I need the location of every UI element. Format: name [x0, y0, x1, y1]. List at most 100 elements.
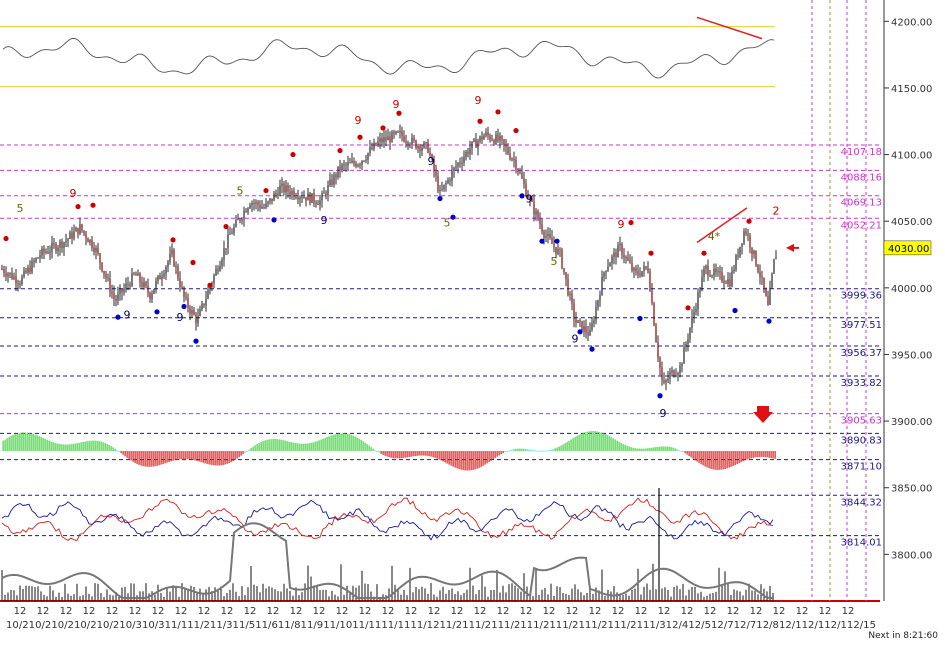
histogram-bar [690, 451, 692, 458]
histogram-bar [120, 451, 122, 454]
down-arrow-icon [753, 406, 773, 423]
candle-body [77, 227, 79, 235]
signal-dot [513, 127, 519, 134]
candle-body [557, 248, 559, 254]
histogram-bar [740, 451, 742, 463]
histogram-bar [692, 451, 694, 459]
time-tick-label: 12 [175, 606, 188, 617]
histogram-bar [114, 448, 116, 451]
histogram-bar [612, 438, 614, 451]
histogram-bar [668, 446, 670, 451]
candle-body [651, 290, 653, 304]
histogram-bar [100, 441, 102, 451]
histogram-bar [204, 451, 206, 464]
candle-body [281, 183, 283, 186]
histogram-bar [460, 451, 462, 470]
candle-body [425, 142, 427, 144]
candle-body [187, 297, 189, 308]
time-tick-label: 12 [14, 606, 27, 617]
candle-body [127, 283, 129, 285]
candle-body [407, 142, 409, 145]
candle-body [571, 293, 573, 304]
candle-body [291, 190, 293, 195]
axis-tick-label: 4200.00 [891, 17, 932, 28]
histogram-bar [754, 451, 756, 458]
candle-body [501, 136, 503, 140]
histogram-bar [312, 442, 314, 451]
histogram-bar [508, 450, 510, 452]
histogram-bar [78, 442, 80, 451]
candle-body [397, 131, 399, 133]
candle-body [391, 132, 393, 143]
histogram-bar [224, 451, 226, 465]
candle-body [341, 164, 343, 170]
candle-body [617, 245, 619, 258]
candle-body [537, 211, 539, 220]
candle-body [771, 273, 773, 288]
histogram-bar [512, 449, 514, 451]
histogram-bar [528, 449, 530, 451]
histogram-bar [614, 439, 616, 451]
histogram-bar [280, 439, 282, 451]
histogram-bar [656, 446, 658, 451]
histogram-bar [36, 435, 38, 451]
candle-body [463, 156, 465, 163]
histogram-bar [704, 451, 706, 467]
candle-body [147, 285, 149, 293]
histogram-bar [620, 442, 622, 451]
histogram-bar [654, 447, 656, 451]
histogram-bar [130, 451, 132, 461]
histogram-bar [744, 451, 746, 461]
histogram-bar [680, 450, 682, 452]
histogram-bar [554, 448, 556, 451]
time-tick-label: 12 [290, 606, 303, 617]
histogram-bar [302, 443, 304, 451]
histogram-bar [644, 448, 646, 451]
histogram-bar [310, 442, 312, 451]
histogram-bar [350, 434, 352, 451]
histogram-bar [286, 441, 288, 451]
histogram-bar [288, 441, 290, 451]
histogram-bar [582, 433, 584, 451]
histogram-bar [378, 451, 380, 453]
candle-body [259, 205, 261, 209]
candle-body [363, 160, 365, 162]
candle-body [255, 202, 257, 204]
candle-body [155, 281, 157, 290]
level-label: 4069.13 [841, 198, 882, 209]
candle-body [675, 375, 677, 377]
candle-body [661, 367, 663, 381]
histogram-bar [394, 451, 396, 459]
histogram-bar [556, 447, 558, 451]
histogram-bar [54, 442, 56, 451]
candle-body [299, 197, 301, 200]
histogram-bar [768, 451, 770, 458]
histogram-bar [772, 451, 774, 459]
histogram-bar [424, 451, 426, 456]
histogram-bar [422, 451, 424, 456]
histogram-bar [374, 450, 376, 452]
setup-count-mark: 9 [393, 98, 400, 111]
candle-body [293, 190, 295, 197]
signal-dot [115, 314, 121, 320]
histogram-bar [314, 441, 316, 451]
histogram-bar [138, 451, 140, 465]
histogram-bar [532, 449, 534, 451]
candle-body [367, 153, 369, 160]
histogram-bar [212, 451, 214, 466]
candle-body [721, 272, 723, 281]
time-tick-label: 12 [221, 606, 234, 617]
histogram-bar [774, 451, 776, 459]
histogram-bar [666, 446, 668, 451]
histogram-bar [450, 451, 452, 466]
histogram-bar [264, 440, 266, 451]
candle-body [659, 357, 661, 368]
candle-body [457, 163, 459, 167]
candle-body [441, 189, 443, 191]
histogram-bar [6, 438, 8, 451]
candle-body [373, 142, 375, 150]
histogram-bar [560, 445, 562, 451]
candle-body [201, 303, 203, 310]
histogram-bar [188, 451, 190, 460]
candle-body [697, 292, 699, 309]
